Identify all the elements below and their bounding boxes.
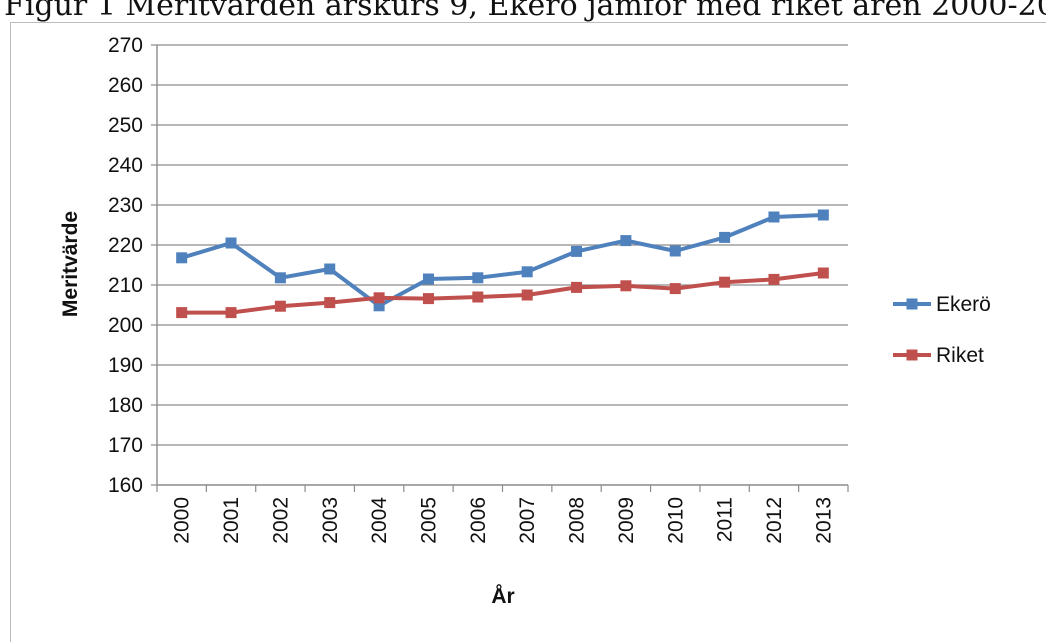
- y-tick-label: 200: [108, 314, 143, 337]
- legend: Ekerö Riket: [893, 293, 991, 367]
- y-tick-labels: 160 170 180 190 200 210 220 230 240 250 260 270: [108, 34, 143, 497]
- data-point: [719, 276, 731, 288]
- data-point: [422, 273, 434, 285]
- x-tick-label: 2001: [220, 497, 243, 544]
- y-tick-label: 170: [108, 434, 143, 457]
- series-line: [179, 213, 826, 308]
- y-tick-label: 240: [108, 154, 143, 177]
- x-tick-label: 2006: [467, 497, 490, 544]
- data-point: [719, 231, 731, 243]
- data-point: [324, 297, 336, 309]
- data-point: [225, 237, 237, 249]
- data-point: [571, 245, 583, 257]
- data-point: [571, 281, 583, 293]
- series-riket: [176, 267, 829, 319]
- data-point: [274, 300, 286, 312]
- data-point: [373, 300, 385, 312]
- x-tick-label: 2011: [714, 497, 737, 542]
- data-point: [324, 263, 336, 275]
- figure-caption: Figur 1 Meritvärden årskurs 9, Ekerö jäm…: [4, 0, 1046, 23]
- x-tick-label: 2007: [516, 497, 539, 544]
- data-point: [176, 307, 188, 319]
- x-tick-label: 2000: [171, 497, 194, 544]
- y-tick-label: 220: [108, 234, 143, 257]
- x-tick-label: 2009: [615, 497, 638, 544]
- x-tick-label: 2005: [417, 497, 440, 544]
- data-point: [472, 291, 484, 303]
- y-tick-label: 270: [108, 34, 143, 57]
- x-tick-label: 2008: [566, 497, 589, 544]
- legend-marker: [906, 349, 918, 361]
- data-point: [817, 209, 829, 221]
- gridlines: [157, 44, 848, 446]
- series-ekerö: [176, 209, 829, 312]
- chart-frame: [10, 22, 1046, 642]
- x-tick-label: 2012: [763, 497, 786, 544]
- data-point: [768, 273, 780, 285]
- data-point: [176, 252, 188, 264]
- x-tick-label: 2010: [664, 497, 687, 544]
- x-tick-label: 2004: [368, 497, 391, 544]
- x-tick-label: 2003: [319, 497, 342, 544]
- legend-label: Ekerö: [936, 293, 991, 316]
- legend-label: Riket: [936, 344, 984, 367]
- data-point: [620, 235, 632, 247]
- x-tick-label: 2002: [269, 497, 292, 544]
- data-point: [521, 266, 533, 278]
- y-tick-label: 160: [108, 474, 143, 497]
- data-point: [768, 211, 780, 223]
- x-axis-title: År: [491, 584, 514, 608]
- data-point: [669, 283, 681, 295]
- y-tick-label: 230: [108, 194, 143, 217]
- legend-marker: [906, 298, 918, 310]
- y-tick-label: 190: [108, 354, 143, 377]
- x-tick-labels: 2000 2001 2002 2003 2004 2005 2006 2007 2008 2009…: [171, 497, 836, 544]
- y-tick-label: 260: [108, 74, 143, 97]
- data-point: [472, 272, 484, 284]
- series-line: [179, 271, 826, 315]
- y-tick-label: 210: [108, 274, 143, 297]
- y-tick-label: 180: [108, 394, 143, 417]
- data-point: [225, 307, 237, 319]
- data-point: [373, 292, 385, 304]
- data-point: [669, 245, 681, 257]
- axes: [151, 44, 849, 492]
- legend-item: Ekerö: [893, 293, 991, 316]
- y-axis-title: Meritvärde: [59, 211, 82, 317]
- data-point: [521, 289, 533, 301]
- data-point: [274, 272, 286, 284]
- x-tick-label: 2013: [812, 497, 835, 544]
- series: [176, 209, 829, 319]
- data-point: [817, 267, 829, 279]
- data-point: [422, 293, 434, 305]
- data-point: [620, 280, 632, 292]
- legend-item: Riket: [893, 344, 984, 367]
- y-tick-label: 250: [108, 114, 143, 137]
